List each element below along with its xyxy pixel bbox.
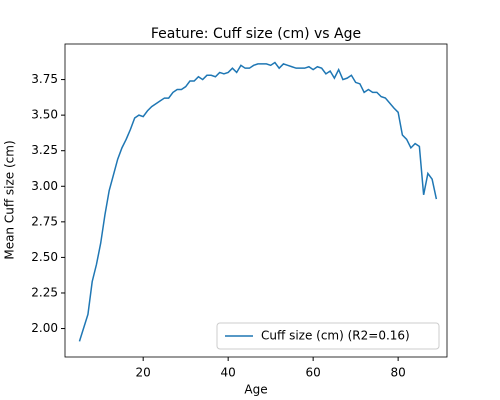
y-tick-label: 3.50 xyxy=(31,108,58,122)
legend-label: Cuff size (cm) (R2=0.16) xyxy=(261,329,410,343)
x-tick-label: 20 xyxy=(136,366,151,380)
y-tick-label: 3.00 xyxy=(31,179,58,193)
x-tick-label: 80 xyxy=(390,366,405,380)
x-axis-label: Age xyxy=(244,383,267,397)
x-tick-label: 60 xyxy=(306,366,321,380)
data-line xyxy=(78,61,438,342)
y-tick-label: 3.75 xyxy=(31,72,58,86)
y-tick-label: 3.25 xyxy=(31,143,58,157)
y-tick-label: 2.50 xyxy=(31,250,58,264)
y-tick-label: 2.25 xyxy=(31,285,58,299)
plot-frame xyxy=(64,43,448,358)
chart-title: Feature: Cuff size (cm) vs Age xyxy=(151,26,361,42)
legend-box xyxy=(216,322,440,350)
y-tick-label: 2.75 xyxy=(31,214,58,228)
y-tick-label: 2.00 xyxy=(31,321,58,335)
y-axis-label: Mean Cuff size (cm) xyxy=(3,140,17,259)
x-tick-label: 40 xyxy=(221,366,236,380)
